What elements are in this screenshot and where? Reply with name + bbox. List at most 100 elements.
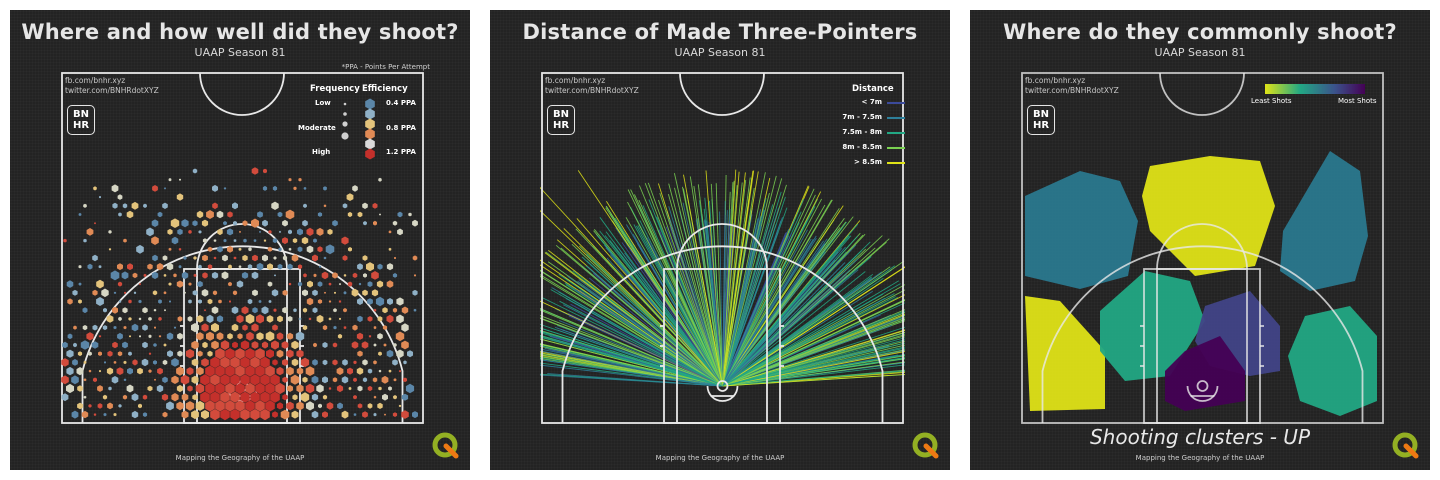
hexbin-cell	[245, 348, 255, 360]
hexbin-cell	[317, 246, 323, 253]
hexbin-cell	[297, 228, 303, 236]
legend-class-swatch	[887, 132, 905, 134]
hexbin-cell	[313, 342, 317, 348]
hexbin-cell	[164, 309, 166, 312]
court-map	[1020, 71, 1385, 425]
hexbin-cell	[373, 343, 377, 347]
hexbin-cell	[352, 324, 358, 331]
hexbin-cell	[247, 298, 253, 305]
shot-ray	[668, 206, 723, 387]
hexbin-cell	[239, 230, 241, 233]
shot-ray	[576, 218, 723, 387]
hexbin-cell	[412, 255, 418, 261]
hexbin-cell	[250, 356, 260, 368]
hexbin-cell	[322, 359, 328, 366]
shots-gradient-legend	[1265, 84, 1365, 94]
hexbin-cell	[207, 246, 213, 252]
hexbin-cell	[152, 254, 158, 262]
hexbin-cell	[193, 273, 197, 277]
shot-ray	[722, 217, 783, 387]
hexbin-cell	[176, 384, 184, 393]
hexbin-cell	[240, 374, 250, 386]
shot-ray	[636, 225, 723, 387]
shot-ray	[722, 346, 905, 387]
hexbin-cell	[287, 316, 293, 322]
three-point-rays	[540, 169, 905, 387]
hexbin-cell	[215, 382, 225, 395]
hexbin-cell	[128, 299, 132, 304]
hexbin-cell	[266, 349, 274, 359]
legend-eff-high: 1.2 PPA	[386, 148, 416, 156]
hexbin-cell	[77, 351, 83, 357]
hexbin-cell	[316, 314, 324, 323]
hexbin-cell	[277, 315, 283, 323]
hexbin-cell	[102, 394, 108, 400]
hexbin-cell	[287, 385, 293, 392]
hexbin-cell	[371, 289, 379, 297]
hexbin-cell	[112, 202, 118, 209]
hexbin-cell	[138, 299, 142, 304]
hexbin-cell	[302, 289, 308, 297]
hexbin-cell	[197, 280, 203, 288]
hexbin-cell	[82, 325, 88, 331]
hexbin-cell	[286, 401, 294, 411]
hexbin-cell	[242, 254, 248, 262]
hexbin-cell	[353, 377, 357, 382]
hexbin-cell	[282, 394, 288, 401]
hexbin-cell	[147, 385, 153, 392]
hexbin-cell	[121, 271, 129, 280]
clusters-title: Shooting clusters - UP	[1089, 425, 1311, 449]
hexbin-cell	[256, 314, 264, 324]
shot-ray	[540, 359, 723, 387]
hexbin-cell	[228, 281, 232, 287]
shot-ray	[722, 172, 766, 387]
footer-text: Mapping the Geography of the UAAP	[1135, 454, 1265, 462]
hexbin-cell	[158, 316, 162, 321]
hexbin-cell	[92, 324, 98, 331]
hexbin-cell	[378, 351, 382, 356]
panel-title: Distance of Made Three-Pointers	[522, 20, 918, 44]
hexbin-cell	[188, 299, 192, 304]
shot-ray	[722, 258, 859, 387]
hexbin-cell	[363, 221, 367, 226]
hexbin-cell	[226, 228, 234, 236]
hexbin-cell	[233, 220, 237, 226]
hexbin-cell	[273, 308, 277, 312]
hexbin-cell	[195, 400, 205, 411]
hexbin-cell	[195, 383, 205, 394]
hexbin-cell	[312, 359, 318, 366]
hexbin-cell	[273, 256, 277, 260]
hexbin-cell	[91, 341, 99, 349]
hexbin-cell	[148, 316, 152, 321]
hexbin-cell	[388, 369, 392, 373]
hexbin-cell	[210, 356, 220, 368]
hexbin-cell	[362, 411, 368, 418]
shot-ray	[722, 171, 759, 387]
hexbin-cell	[122, 341, 128, 349]
hexbin-cell	[261, 341, 269, 349]
hexbin-cell	[210, 391, 220, 403]
hexbin-cell	[250, 409, 260, 421]
hexbin-cell	[287, 263, 293, 270]
hexbin-cell	[413, 308, 417, 312]
hexbin-cell	[248, 247, 252, 252]
panel-subtitle: UAAP Season 81	[1154, 46, 1246, 59]
hexbin-cell	[184, 291, 186, 294]
shot-ray	[683, 174, 723, 387]
hexbin-cell	[73, 325, 77, 330]
credit-facebook: fb.com/bnhr.xyz	[65, 76, 126, 85]
hexbin-cell	[238, 247, 242, 251]
hexbin-cell	[377, 333, 383, 340]
hexbin-cell	[71, 410, 79, 419]
hexbin-cell	[373, 360, 377, 365]
hexbin-cell	[162, 411, 168, 418]
shot-ray	[722, 204, 826, 387]
hexbin-cell	[102, 325, 108, 331]
hexbin-cell	[227, 333, 233, 340]
hexbin-cell	[202, 254, 208, 262]
hexbin-cell	[178, 265, 182, 269]
shot-ray	[722, 373, 905, 387]
shot-ray	[697, 184, 723, 387]
hexbin-cell	[161, 393, 169, 401]
hexbin-cell	[322, 376, 328, 384]
